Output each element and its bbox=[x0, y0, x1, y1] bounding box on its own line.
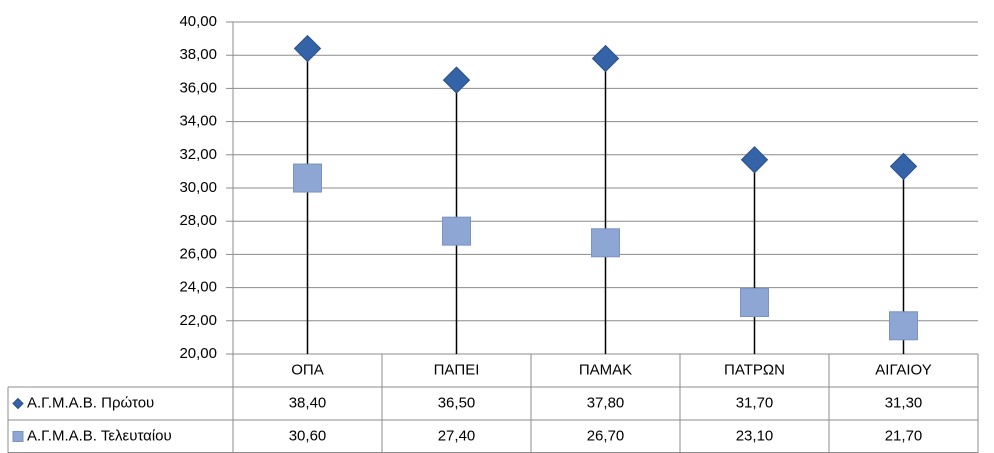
legend-key bbox=[12, 397, 24, 410]
x-tick-label: ΠΑΠΕΙ bbox=[434, 361, 480, 378]
y-tick-label: 34,00 bbox=[179, 113, 217, 130]
table-value: 31,70 bbox=[736, 394, 774, 411]
x-tick-label: ΠΑΤΡΩΝ bbox=[724, 361, 785, 378]
table-value: 21,70 bbox=[885, 427, 923, 444]
x-tick-label: ΟΠΑ bbox=[291, 361, 324, 378]
table-value: 30,60 bbox=[289, 427, 327, 444]
table-value: 26,70 bbox=[587, 427, 625, 444]
marker bbox=[591, 228, 620, 258]
marker bbox=[442, 216, 471, 246]
y-tick-label: 26,00 bbox=[179, 245, 217, 262]
x-tick-label: ΑΙΓΑΙΟΥ bbox=[875, 361, 931, 378]
y-tick-label: 40,00 bbox=[179, 13, 217, 30]
y-tick-label: 24,00 bbox=[179, 279, 217, 296]
marker bbox=[293, 34, 322, 63]
y-tick-label: 28,00 bbox=[179, 212, 217, 229]
table-value: 27,40 bbox=[438, 427, 476, 444]
table-value: 23,10 bbox=[736, 427, 774, 444]
table-value: 37,80 bbox=[587, 394, 625, 411]
legend-label: Α.Γ.Μ.Α.Β. Πρώτου bbox=[27, 394, 154, 411]
x-tick-label: ΠΑΜΑΚ bbox=[579, 361, 632, 378]
y-tick-label: 32,00 bbox=[179, 146, 217, 163]
marker bbox=[442, 66, 471, 94]
marker bbox=[889, 152, 918, 181]
marker bbox=[740, 146, 769, 174]
legend-label: Α.Γ.Μ.Α.Β. Τελευταίου bbox=[27, 427, 172, 444]
y-tick-label: 22,00 bbox=[179, 312, 217, 329]
table-value: 38,40 bbox=[289, 394, 327, 411]
marker bbox=[591, 44, 620, 73]
table-value: 31,30 bbox=[885, 394, 923, 411]
y-tick-label: 30,00 bbox=[179, 179, 217, 196]
marker bbox=[740, 288, 769, 318]
legend-key bbox=[12, 431, 24, 442]
table-value: 36,50 bbox=[438, 394, 476, 411]
marker bbox=[293, 163, 322, 193]
marker bbox=[889, 311, 918, 341]
y-tick-label: 38,00 bbox=[179, 46, 217, 63]
y-tick-label: 20,00 bbox=[179, 345, 217, 362]
y-tick-label: 36,00 bbox=[179, 79, 217, 96]
